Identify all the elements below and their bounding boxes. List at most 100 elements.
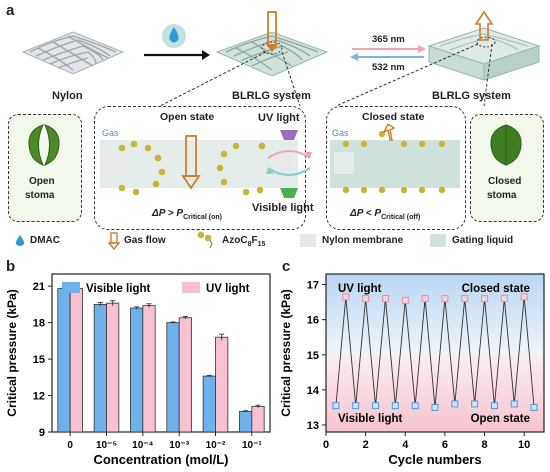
open-state-title: Open state — [160, 111, 215, 123]
x-tick-label: 10 — [518, 439, 530, 451]
closed-dp-label: ΔP < PCritical (off) — [350, 208, 420, 221]
wavelength-arrows-icon — [350, 45, 426, 61]
closed-state-diagram: Gas — [330, 124, 460, 194]
point-uv — [342, 293, 350, 301]
legend-azo-sub2: 15 — [257, 241, 266, 248]
point-visible — [352, 402, 360, 410]
bar-chart-concentration: 9 12 15 18 21 0 10⁻⁵ 10⁻⁴ 10⁻³ 10⁻² 10⁻¹ Visible li… — [5, 273, 271, 467]
x-tick-label: 8 — [481, 439, 487, 451]
point-uv — [401, 296, 409, 304]
gas-flow-legend-icon — [108, 232, 120, 250]
bar — [239, 410, 253, 433]
bar — [142, 305, 156, 433]
point-visible — [391, 402, 399, 410]
legend-nylon-membrane: Nylon membrane — [322, 235, 404, 246]
legend-swatch — [62, 282, 80, 293]
zoom-lines — [159, 43, 493, 107]
point-uv — [481, 295, 489, 303]
legend-azo-main: AzoC — [222, 235, 248, 246]
point-uv — [500, 295, 508, 303]
legend-label: Visible light — [86, 283, 150, 295]
point-uv — [520, 293, 528, 301]
annotation-visible-light: Visible light — [338, 413, 402, 425]
y-tick-label: 15 — [33, 354, 45, 366]
point-uv — [461, 295, 469, 303]
arrow-right-icon — [144, 50, 210, 60]
x-tick-label: 10⁻¹ — [242, 440, 262, 451]
point-visible — [431, 403, 439, 411]
y-axis-label: Critical pressure (kPa) — [5, 289, 19, 416]
x-axis-label: Cycle numbers — [388, 452, 481, 467]
x-tick-label: 4 — [402, 439, 409, 451]
x-tick-label: 10⁻⁵ — [96, 440, 117, 451]
y-tick-label: 15 — [307, 350, 319, 362]
x-axis-label: Concentration (mol/L) — [93, 452, 228, 467]
gating-liquid-swatch — [430, 234, 446, 247]
point-visible — [471, 400, 479, 408]
legend-label: UV light — [206, 283, 250, 295]
point-uv — [381, 295, 389, 303]
nylon-membrane-swatch — [300, 234, 316, 247]
point-uv — [362, 295, 370, 303]
bar — [93, 303, 107, 433]
svg-text:Gas: Gas — [332, 128, 349, 138]
blrlg-label-1: BLRLG system — [232, 90, 311, 102]
blrlg-mesh-open-image — [215, 11, 329, 77]
bar — [106, 302, 120, 433]
point-visible — [530, 403, 538, 411]
point-uv — [421, 295, 429, 303]
closed-stoma-icon — [490, 124, 522, 166]
y-tick-label: 12 — [33, 391, 45, 403]
point-visible — [490, 402, 498, 410]
wavelength-365-label: 365 nm — [372, 34, 405, 45]
bar — [202, 375, 216, 433]
open-state-box — [94, 106, 306, 230]
bar — [57, 288, 71, 433]
dmac-legend-icon — [15, 235, 25, 246]
open-stoma-icon — [28, 124, 60, 166]
x-tick-label: 0 — [323, 439, 329, 451]
blrlg-label-2: BLRLG system — [432, 90, 511, 102]
legend-gas-flow: Gas flow — [124, 235, 166, 246]
legend-azo: AzoC8F15 — [222, 235, 265, 248]
closed-dp-main: ΔP < P — [350, 208, 382, 219]
legend-dmac: DMAC — [30, 235, 60, 246]
open-dp-main: ΔP > P — [152, 208, 184, 219]
point-visible — [510, 400, 518, 408]
nylon-label: Nylon — [52, 90, 83, 102]
closed-stoma-label-1: Closed — [488, 176, 522, 187]
x-tick-label: 10⁻² — [206, 440, 226, 451]
bar — [69, 288, 83, 433]
open-dp-label: ΔP > PCritical (on) — [152, 208, 222, 221]
light-switch-icon — [266, 130, 312, 198]
blrlg-block-closed-image — [427, 10, 541, 81]
wavelength-532-label: 532 nm — [372, 62, 405, 73]
uv-light-label: UV light — [258, 112, 300, 124]
dmac-drop-icon — [162, 24, 186, 48]
point-visible — [332, 402, 340, 410]
y-tick-label: 17 — [307, 280, 319, 292]
x-tick-label: 10⁻⁴ — [132, 440, 153, 451]
svg-text:Gas: Gas — [102, 128, 119, 138]
closed-stoma-label-2: stoma — [487, 190, 517, 201]
panel-a-letter: a — [6, 2, 15, 19]
open-dp-sub: Critical (on) — [183, 214, 222, 221]
closed-state-box — [326, 106, 466, 230]
x-tick-label: 6 — [442, 439, 448, 451]
point-visible — [372, 402, 380, 410]
y-tick-label: 18 — [33, 318, 45, 330]
legend-azo-mid: F — [251, 235, 258, 246]
open-stoma-box — [8, 114, 82, 222]
x-tick-label: 10⁻³ — [169, 440, 189, 451]
bar — [215, 336, 229, 433]
point-uv — [441, 295, 449, 303]
open-stoma-label-2: stoma — [25, 190, 55, 201]
point-visible — [411, 402, 419, 410]
legend-swatch — [182, 282, 200, 293]
annotation-open-state: Open state — [471, 413, 530, 425]
annotation-closed-state: Closed state — [462, 283, 530, 295]
bar — [166, 322, 180, 433]
y-tick-label: 13 — [307, 420, 319, 432]
nylon-mesh-image — [21, 31, 125, 75]
visible-light-label: Visible light — [252, 202, 314, 214]
